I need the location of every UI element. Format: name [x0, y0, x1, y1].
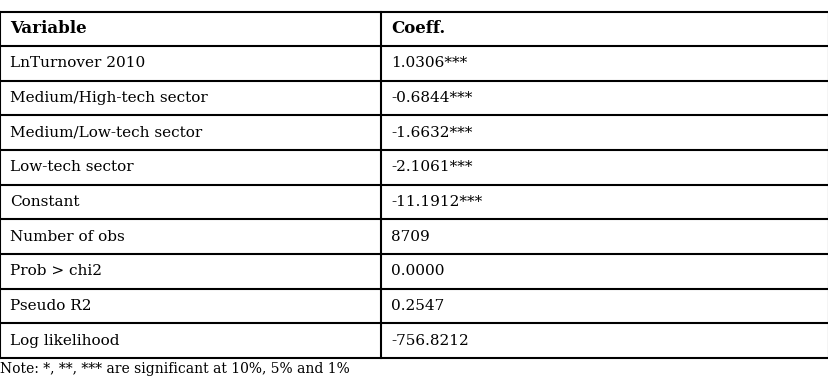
Text: Log likelihood: Log likelihood: [10, 334, 119, 348]
Text: -2.1061***: -2.1061***: [391, 161, 472, 174]
Text: -0.6844***: -0.6844***: [391, 91, 472, 105]
Text: 8709: 8709: [391, 230, 430, 244]
Text: 0.2547: 0.2547: [391, 299, 444, 313]
Text: LnTurnover 2010: LnTurnover 2010: [10, 56, 145, 71]
Text: Constant: Constant: [10, 195, 79, 209]
Text: 1.0306***: 1.0306***: [391, 56, 467, 71]
Text: Variable: Variable: [10, 20, 86, 37]
Text: Pseudo R2: Pseudo R2: [10, 299, 91, 313]
Text: Low-tech sector: Low-tech sector: [10, 161, 133, 174]
Text: Coeff.: Coeff.: [391, 20, 445, 37]
Text: Number of obs: Number of obs: [10, 230, 124, 244]
Text: 0.0000: 0.0000: [391, 264, 445, 278]
Text: Prob > chi2: Prob > chi2: [10, 264, 102, 278]
Text: Medium/High-tech sector: Medium/High-tech sector: [10, 91, 208, 105]
Text: Note: *, **, *** are significant at 10%, 5% and 1%: Note: *, **, *** are significant at 10%,…: [0, 362, 349, 376]
Text: -756.8212: -756.8212: [391, 334, 469, 348]
Text: -11.1912***: -11.1912***: [391, 195, 482, 209]
Text: Medium/Low-tech sector: Medium/Low-tech sector: [10, 126, 202, 140]
Text: -1.6632***: -1.6632***: [391, 126, 472, 140]
